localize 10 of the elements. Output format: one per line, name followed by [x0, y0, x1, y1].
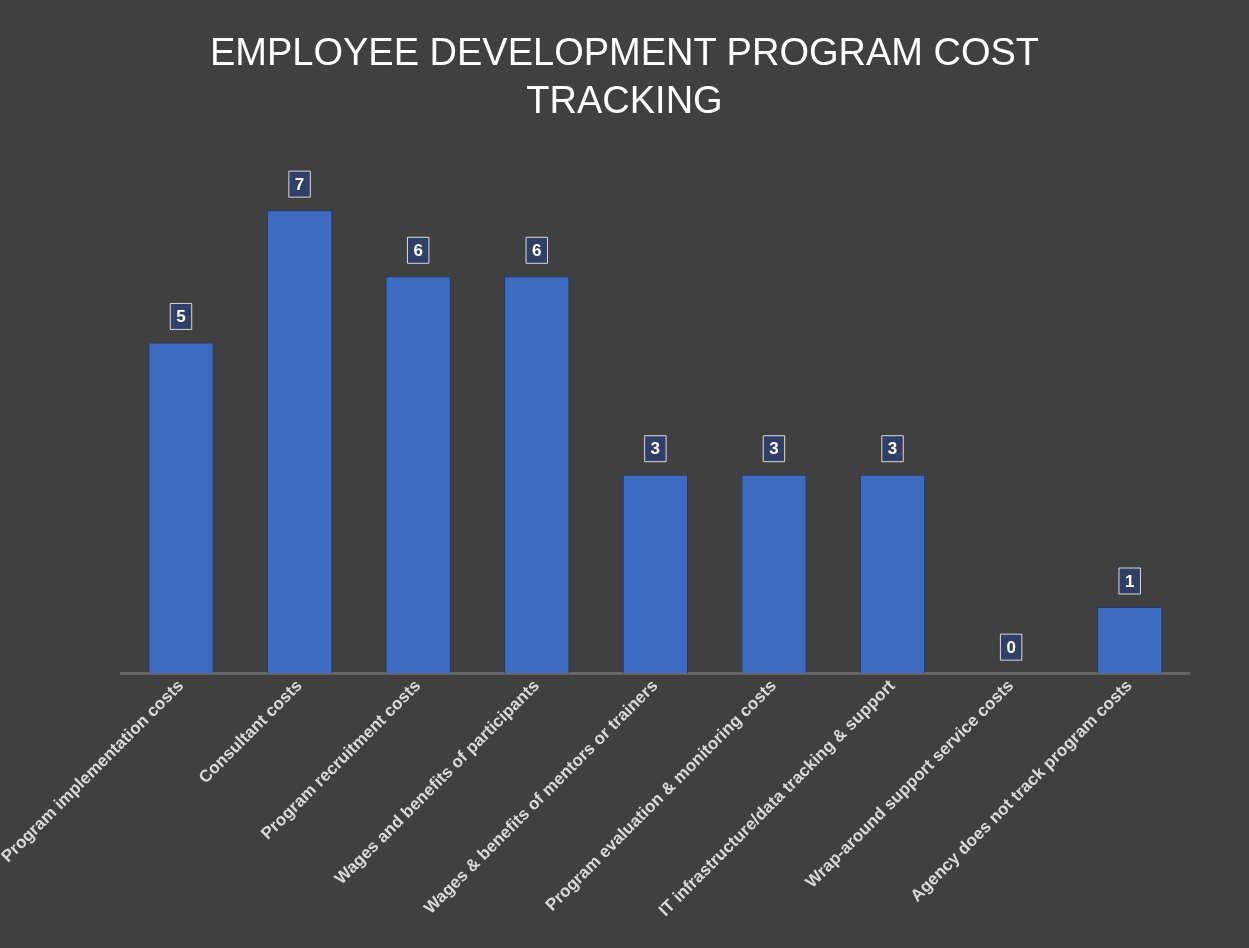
data-label: 3	[769, 439, 779, 459]
data-label: 6	[532, 240, 542, 260]
chart-title: EMPLOYEE DEVELOPMENT PROGRAM COST TRACKING	[208, 30, 1041, 123]
data-label: 6	[413, 240, 423, 260]
data-label: 0	[1006, 637, 1016, 657]
data-label: 3	[650, 439, 661, 459]
data-label: 3	[887, 439, 898, 459]
data-label: 7	[294, 174, 305, 194]
data-label: 5	[176, 307, 186, 327]
data-label: 1	[1124, 571, 1135, 591]
